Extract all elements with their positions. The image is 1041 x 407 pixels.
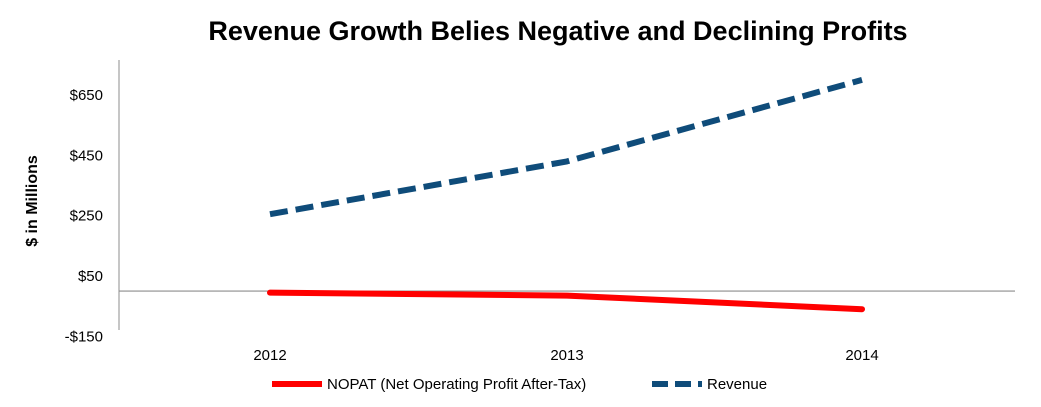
series-lines	[267, 77, 865, 313]
y-tick-label: $450	[70, 147, 103, 164]
y-tick-label: -$150	[65, 328, 103, 345]
y-tick-label: $250	[70, 208, 103, 225]
y-tick-label: $650	[70, 87, 103, 104]
series-line-nopat	[267, 289, 865, 313]
axes	[118, 60, 1015, 330]
x-tick-label: 2014	[845, 347, 878, 364]
x-axis-ticks: 2012 2013 2014	[253, 347, 878, 364]
chart-title: Revenue Growth Belies Negative and Decli…	[208, 16, 907, 46]
y-axis-ticks: $650 $450 $250 $50 -$150	[65, 87, 103, 345]
y-tick-label: $50	[78, 268, 103, 285]
legend-label: Revenue	[707, 376, 767, 393]
x-tick-label: 2012	[253, 347, 286, 364]
legend: NOPAT (Net Operating Profit After-Tax) Re…	[272, 376, 767, 393]
y-axis-label: $ in Millions	[24, 155, 41, 247]
legend-label: NOPAT (Net Operating Profit After-Tax)	[327, 376, 586, 393]
x-tick-label: 2013	[550, 347, 583, 364]
series-line-revenue	[269, 77, 863, 218]
